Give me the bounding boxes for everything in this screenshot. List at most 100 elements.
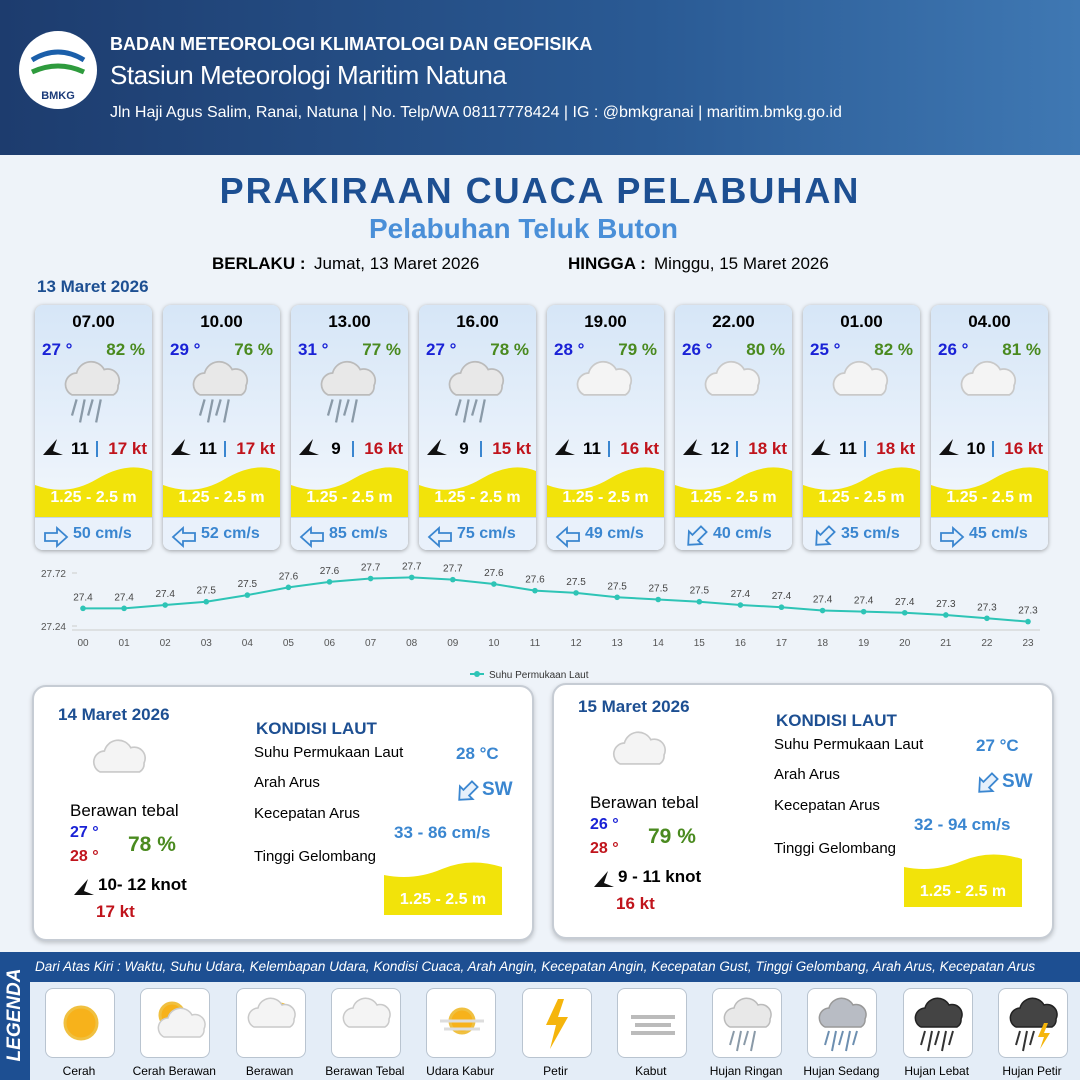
day-box: 15 Maret 2026 Berawan tebal 26 ° 28 ° 79 % 9 … <box>552 683 1054 939</box>
wave-shape <box>931 467 1048 519</box>
wave-shape <box>419 467 536 519</box>
wave-shape <box>291 467 408 519</box>
data-label: 27.3 <box>1018 606 1038 617</box>
icon-part <box>247 997 296 1028</box>
current-arrow <box>299 525 324 549</box>
sst-point <box>614 594 620 601</box>
icon-part <box>852 1030 859 1046</box>
weather-icon <box>192 360 249 423</box>
current-arrow <box>815 525 836 546</box>
day-gust: 17 kt <box>96 902 135 921</box>
humidity: 82 % <box>874 340 913 359</box>
current-row: 45 cm/s <box>931 517 1048 550</box>
icon-part <box>427 525 452 549</box>
sst-chart: 27.24 27.72 27.4 00 27.4 01 27.4 02 27.5 03 27.5 04… <box>41 561 1040 681</box>
legend-bar <box>30 952 1080 982</box>
wind-arrow <box>811 439 831 455</box>
icon-part <box>171 439 191 455</box>
legend-label: Hujan Sedang <box>803 1064 880 1078</box>
sst-line <box>83 576 1029 623</box>
legend-label: Hujan Ringan <box>709 1064 783 1078</box>
sst-point <box>532 587 538 594</box>
legend-label: Cerah <box>62 1064 96 1078</box>
icon-part <box>351 399 358 423</box>
separator <box>480 441 482 457</box>
temperature: 27 ° <box>42 340 73 359</box>
icon-part <box>940 1030 947 1052</box>
weather-icon <box>320 360 377 423</box>
legend-icon <box>440 1007 485 1035</box>
legend-swatch-dot <box>474 671 480 677</box>
time: 10.00 <box>200 312 243 331</box>
temperature: 25 ° <box>810 340 841 359</box>
legend-icon-box <box>330 988 401 1058</box>
icon-part <box>743 1030 750 1046</box>
legend-label: Petir <box>543 1064 568 1078</box>
day-date: 15 Maret 2026 <box>578 697 690 716</box>
forecast-card: 10.00 29 ° 76 % 11 17 kt 1.25 - 2.5 m 52 cm/s <box>163 305 280 550</box>
data-label: 27.4 <box>731 589 751 600</box>
forecast-card: 13.00 31 ° 77 % 9 16 kt 1.25 - 2.5 m 85 cm/s <box>291 305 408 550</box>
gust: 16 kt <box>620 439 659 458</box>
icon-part <box>1029 1030 1035 1046</box>
temperature: 26 ° <box>682 340 713 359</box>
legend-title: LEGENDA <box>4 968 25 1062</box>
data-label: 27.4 <box>73 592 93 603</box>
forecast-card: 16.00 27 ° 78 % 9 15 kt 1.25 - 2.5 m 75 cm/s <box>419 305 536 550</box>
header: BMKG BADAN METEOROLOGI KLIMATOLOGI DAN GE… <box>0 0 1080 155</box>
address: Jln Haji Agus Salim, Ranai, Natuna | No.… <box>110 104 842 121</box>
time: 01.00 <box>840 312 883 331</box>
wave-shape <box>163 467 280 519</box>
wind-speed: 12 <box>710 439 730 458</box>
icon-part <box>320 360 377 396</box>
x-tick-label: 02 <box>160 638 172 649</box>
time: 13.00 <box>328 312 371 331</box>
icon-part <box>960 360 1017 396</box>
current-speed: 45 cm/s <box>969 525 1028 542</box>
icon-part <box>904 854 1022 907</box>
x-tick-label: 21 <box>940 638 952 649</box>
time: 07.00 <box>72 312 115 331</box>
icon-part <box>978 772 999 793</box>
icon-part <box>931 467 1048 519</box>
data-label: 27.5 <box>197 586 217 597</box>
data-label: 27.7 <box>361 563 381 574</box>
icon-part <box>70 399 78 416</box>
sst-value: 27 °C <box>976 736 1019 755</box>
day-icon <box>612 731 666 765</box>
wind-speed: 9 <box>459 439 469 458</box>
icon-part <box>30 63 86 75</box>
legend-icon <box>914 997 963 1052</box>
icon-part <box>299 439 319 455</box>
icon-part <box>479 399 486 423</box>
icon-part <box>198 399 206 416</box>
day-box: 14 Maret 2026 Berawan tebal 27 ° 28 ° 78 % 10… <box>32 685 534 941</box>
current-row: 50 cm/s <box>35 517 152 550</box>
icon-part <box>35 467 152 519</box>
legend-icon <box>630 1015 675 1035</box>
x-tick-label: 23 <box>1022 638 1034 649</box>
x-tick-label: 17 <box>776 638 788 649</box>
sst-point <box>285 584 292 591</box>
legend-icon-box <box>521 988 592 1058</box>
legend-icon-box <box>616 988 687 1058</box>
day-icon <box>92 739 146 773</box>
data-label: 27.6 <box>484 568 504 579</box>
sst-point <box>696 598 703 605</box>
icon-part <box>342 399 350 416</box>
icon-part <box>576 360 633 396</box>
temperature: 31 ° <box>298 340 329 359</box>
x-tick-label: 04 <box>242 638 254 649</box>
icon-part <box>914 997 963 1028</box>
current-arrow <box>44 525 69 549</box>
legend-icon-box <box>45 988 115 1058</box>
day-date: 14 Maret 2026 <box>58 705 170 724</box>
separator <box>96 441 98 457</box>
icon-part <box>940 525 965 549</box>
humidity: 78 % <box>490 340 529 359</box>
title: PRAKIRAAN CUACA PELABUHAN <box>219 170 861 211</box>
wind-arrow <box>683 439 703 455</box>
wave-height: 1.25 - 2.5 m <box>306 489 393 506</box>
legend-icon <box>157 1001 207 1038</box>
